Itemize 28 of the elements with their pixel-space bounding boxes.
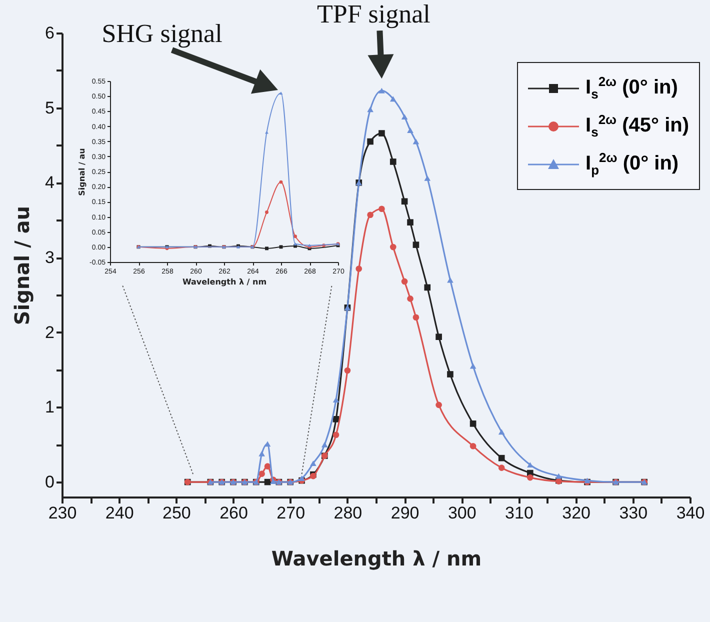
x-tick-label: 230 — [48, 504, 77, 522]
y-axis-title: Signal / au — [78, 148, 87, 196]
x-tick-label: 310 — [505, 504, 534, 522]
y-axis-title: Signal / au — [10, 206, 34, 326]
x-tick-label: 330 — [619, 504, 648, 522]
y-tick-label: 1 — [45, 398, 54, 417]
annotation: TPF signal — [317, 0, 430, 29]
x-tick-label: 340 — [676, 504, 705, 522]
x-tick-label: 300 — [448, 504, 476, 522]
x-tick-label: 240 — [105, 504, 134, 522]
x-tick-label: 320 — [562, 504, 591, 522]
x-tick-label: 270 — [276, 504, 306, 522]
x-axis-title: Wavelength λ / nm — [182, 278, 267, 286]
legend-label: I$_{s}$$^{2ω}$ (0° in) — [586, 74, 678, 102]
y-tick-label: 0 — [45, 472, 54, 492]
x-tick-label: 250 — [162, 504, 191, 522]
annotation: SHG signal — [102, 19, 222, 48]
y-tick-label: 4 — [45, 173, 54, 192]
x-tick-label: 280 — [334, 504, 362, 522]
legend-label: I$_{p}$$^{2ω}$ (0° in) — [586, 150, 679, 178]
legend-label: I$_{s}$$^{2ω}$ (45° in) — [586, 112, 689, 140]
y-tick-label: 5 — [45, 98, 54, 118]
y-tick-label: 2 — [45, 322, 54, 342]
x-tick-label: 290 — [390, 504, 420, 522]
y-tick-label: 3 — [45, 248, 54, 268]
x-tick-label: 260 — [220, 504, 248, 522]
x-axis-title: Wavelength λ / nm — [271, 546, 482, 570]
y-tick-label: 6 — [45, 24, 54, 42]
